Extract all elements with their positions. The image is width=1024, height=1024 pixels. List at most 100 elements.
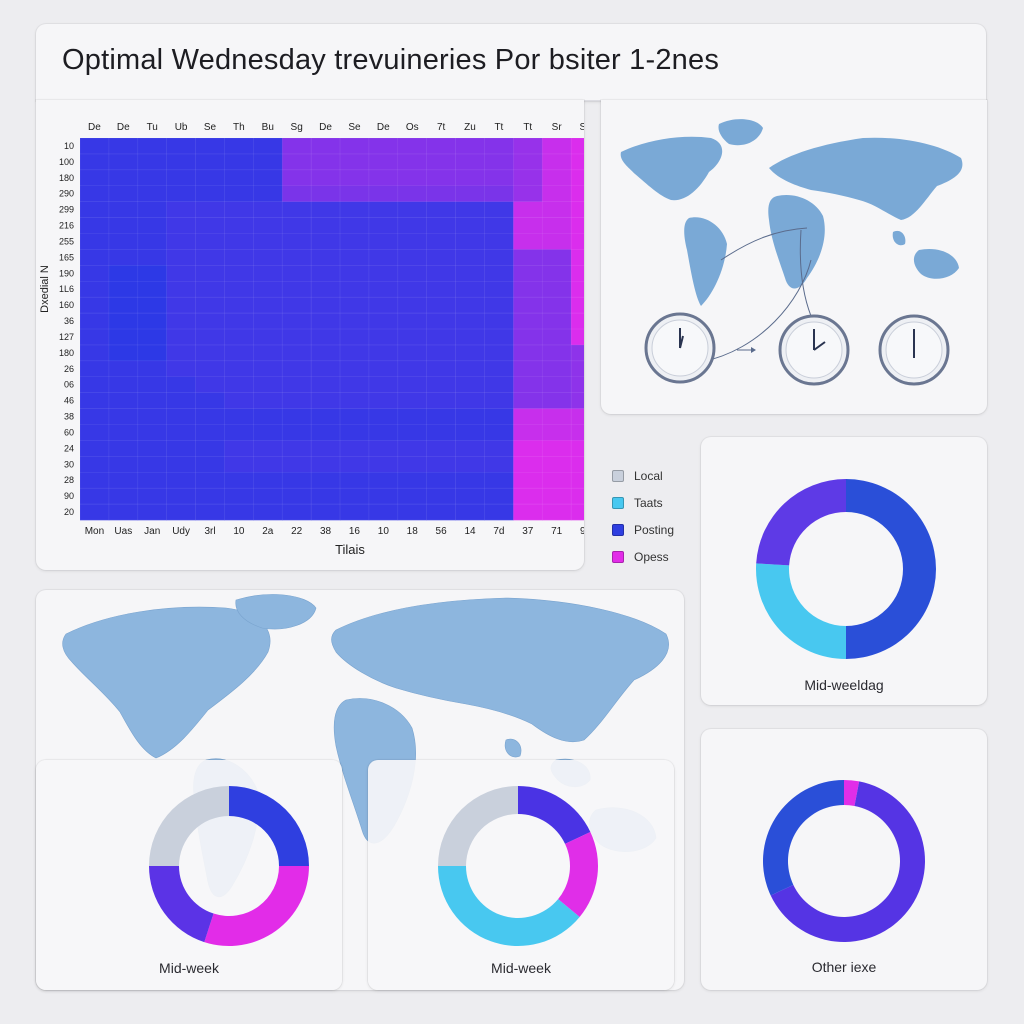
heatmap-cell [571, 297, 584, 314]
heatmap-cell [340, 138, 370, 155]
heatmap-cell [253, 392, 283, 409]
heatmap-cell [542, 201, 572, 218]
heatmap-cell [397, 488, 427, 505]
heatmap-chart: De De Tu Ub Se Th Bu Sg De Se De Os 7t Zu Tt Tt Sr S0 Mon U… [39, 122, 584, 557]
heatmap-cell [397, 376, 427, 393]
heatmap-cell [282, 456, 312, 473]
heatmap-cell [195, 185, 225, 202]
y-tick-label: 06 [64, 380, 74, 390]
heatmap-cell [340, 153, 370, 171]
heatmap-cell [137, 138, 167, 155]
heatmap-cell [137, 440, 167, 457]
x-tick-label-top: Tu [147, 122, 158, 133]
heatmap-cell [166, 504, 196, 521]
heatmap-cell [571, 201, 584, 218]
heatmap-cell [282, 281, 312, 298]
heatmap-cell [137, 456, 167, 473]
donut-card-mid-weeldag: Mid-weeldag [701, 437, 987, 705]
heatmap-cell [108, 169, 139, 187]
x-tick-label-top: 7t [437, 122, 446, 133]
heatmap-cell [397, 169, 427, 187]
heatmap-cell [542, 344, 572, 362]
heatmap-cell [253, 360, 283, 378]
heatmap-cell [397, 249, 427, 266]
y-tick-label: 24 [64, 443, 74, 453]
heatmap-card: De De Tu Ub Se Th Bu Sg De Se De Os 7t Zu Tt Tt Sr S0 Mon U… [36, 100, 584, 570]
heatmap-cell [166, 329, 196, 346]
heatmap-cell [80, 281, 110, 298]
heatmap-cell [513, 249, 543, 266]
heatmap-cell [224, 392, 254, 409]
heatmap-cell [80, 456, 110, 473]
heatmap-cell [282, 392, 312, 409]
heatmap-cell [340, 344, 370, 362]
donut-card-other: Other iexe [701, 729, 987, 990]
heatmap-cell [542, 313, 572, 330]
heatmap-cell [195, 392, 225, 409]
heatmap-cell [80, 329, 110, 346]
y-tick-label: 299 [59, 205, 74, 215]
heatmap-cell [166, 313, 196, 330]
heatmap-cell [542, 169, 572, 187]
donut-slice [756, 563, 846, 659]
heatmap-cell [224, 313, 254, 330]
heatmap-cell [137, 265, 167, 282]
heatmap-cell [340, 185, 370, 202]
y-tick-label: 180 [59, 173, 74, 183]
heatmap-cell [195, 153, 225, 171]
donut-label: Mid-week [491, 960, 551, 976]
heatmap-cell [571, 488, 584, 505]
heatmap-cell [108, 201, 139, 218]
heatmap-cell [108, 504, 139, 521]
heatmap-cell [368, 265, 399, 282]
heatmap-cell [513, 153, 543, 171]
x-axis-label: Tilais [335, 542, 365, 557]
heatmap-cell [80, 504, 110, 521]
heatmap-cell [137, 249, 167, 266]
legend-swatch [612, 496, 624, 509]
heatmap-cell [80, 138, 110, 155]
heatmap-cell [571, 313, 584, 330]
heatmap-cell [224, 153, 254, 171]
heatmap-cell [108, 424, 139, 441]
page-title: Optimal Wednesday trevuineries Por bsite… [62, 44, 720, 76]
heatmap-cell [80, 265, 110, 282]
heatmap-cell [397, 217, 427, 234]
heatmap-cell [340, 376, 370, 393]
heatmap-cell [340, 392, 370, 409]
heatmap-cell [195, 169, 225, 187]
heatmap-cell [484, 313, 514, 330]
heatmap-cell [282, 169, 312, 187]
heatmap-cell [368, 185, 399, 202]
donut-slice [846, 479, 936, 659]
heatmap-cell [253, 217, 283, 234]
heatmap-cell [542, 217, 572, 234]
y-tick-label: 38 [64, 412, 74, 422]
heatmap-cell [426, 265, 456, 282]
heatmap-cell [253, 297, 283, 314]
heatmap-cell [513, 488, 543, 505]
heatmap-cell [253, 440, 283, 457]
heatmap-cell [513, 456, 543, 473]
heatmap-cell [484, 249, 514, 266]
heatmap-cell [108, 392, 139, 409]
donut-label: Mid-week [159, 960, 219, 976]
heatmap-cell [426, 217, 456, 234]
donut-chart-other [763, 780, 925, 942]
heatmap-cell [368, 217, 399, 234]
x-tick-label-top: De [377, 122, 390, 133]
heatmap-cell [282, 504, 312, 521]
heatmap-cell [542, 440, 572, 457]
heatmap-cell [282, 472, 312, 489]
heatmap-cell [108, 249, 139, 266]
heatmap-cell [455, 488, 485, 505]
x-tick-label-bottom: 90 [580, 526, 584, 537]
heatmap-cell [542, 233, 572, 250]
heatmap-cell [224, 329, 254, 346]
heatmap-cell [513, 392, 543, 409]
heatmap-cell [571, 456, 584, 473]
heatmap-cell [542, 360, 572, 378]
y-tick-label: 165 [59, 252, 74, 262]
heatmap-cell [253, 233, 283, 250]
heatmap-cell [166, 392, 196, 409]
